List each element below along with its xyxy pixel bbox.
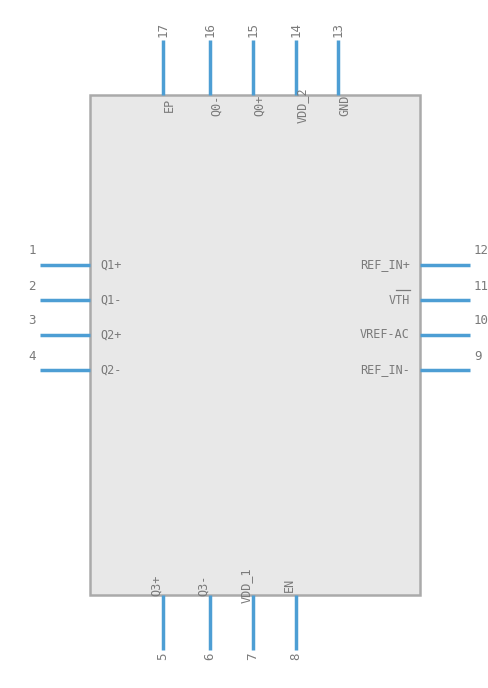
- Text: 2: 2: [28, 279, 36, 292]
- Text: 4: 4: [28, 350, 36, 363]
- Text: EP: EP: [163, 98, 176, 112]
- Text: 7: 7: [246, 653, 260, 660]
- Text: REF_IN+: REF_IN+: [360, 259, 410, 272]
- Text: Q1-: Q1-: [100, 294, 122, 306]
- Text: Q2+: Q2+: [100, 328, 122, 341]
- Text: 3: 3: [28, 314, 36, 327]
- Text: 11: 11: [474, 279, 488, 292]
- Text: 13: 13: [331, 22, 345, 37]
- Text: Q0-: Q0-: [210, 94, 223, 116]
- Text: 12: 12: [474, 244, 488, 257]
- Bar: [90, 95, 420, 595]
- Text: 16: 16: [203, 22, 217, 37]
- Text: EN: EN: [283, 578, 296, 592]
- Text: Q0+: Q0+: [253, 94, 266, 116]
- Text: 14: 14: [289, 22, 303, 37]
- Text: GND: GND: [338, 94, 351, 116]
- Text: REF_IN-: REF_IN-: [360, 363, 410, 376]
- Text: 17: 17: [157, 22, 169, 37]
- Text: VTH: VTH: [388, 294, 410, 306]
- Text: Q3-: Q3-: [197, 574, 210, 596]
- Text: 9: 9: [474, 350, 482, 363]
- Text: 15: 15: [246, 22, 260, 37]
- Text: 8: 8: [289, 653, 303, 660]
- Text: Q3+: Q3+: [150, 574, 163, 596]
- Text: VDD_1: VDD_1: [240, 567, 253, 603]
- Text: Q1+: Q1+: [100, 259, 122, 272]
- Text: VREF-AC: VREF-AC: [360, 328, 410, 341]
- Text: Q2-: Q2-: [100, 363, 122, 376]
- Text: 5: 5: [157, 653, 169, 660]
- Text: 6: 6: [203, 653, 217, 660]
- Text: 1: 1: [28, 244, 36, 257]
- Text: VDD_2: VDD_2: [296, 87, 309, 123]
- Text: 10: 10: [474, 314, 488, 327]
